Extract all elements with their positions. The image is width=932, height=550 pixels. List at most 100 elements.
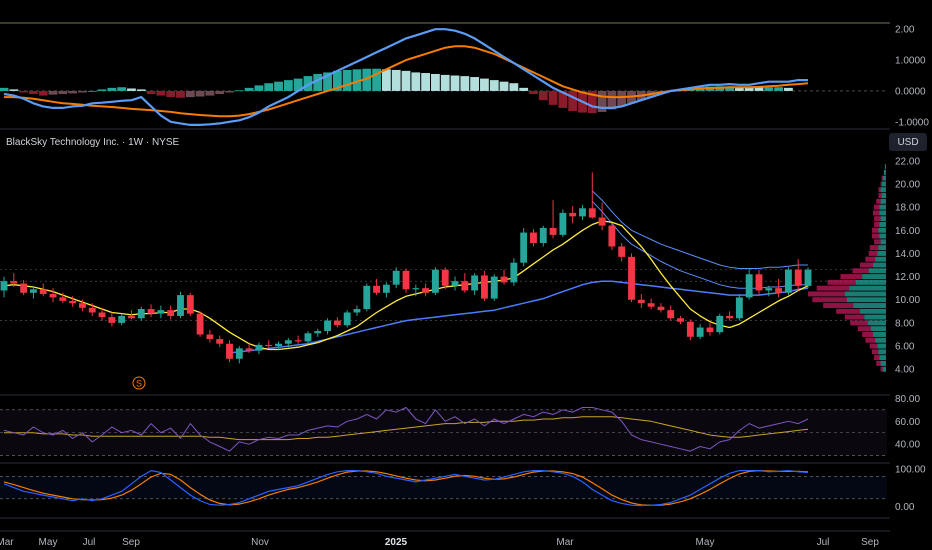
volume-profile-up (847, 297, 886, 303)
candle-body (510, 262, 518, 283)
macd-histogram-bar (303, 76, 313, 91)
candle-body (471, 275, 479, 291)
candle-body (794, 269, 802, 286)
volume-profile-up (879, 210, 886, 216)
candle-body (186, 295, 194, 314)
volume-profile (808, 164, 886, 372)
candle-body (137, 309, 145, 319)
macd-histogram-bar (725, 86, 734, 91)
macd-histogram-bar (38, 90, 48, 96)
macd-histogram-bar (117, 87, 127, 91)
macd-histogram-bar (215, 90, 225, 95)
currency-button[interactable]: USD (889, 133, 927, 151)
price-axis-label: 14.00 (895, 249, 920, 260)
macd-axis-label: 1.0000 (895, 56, 926, 67)
price-axis-label: 4.00 (895, 365, 915, 376)
candle-body (530, 232, 537, 243)
candle-body (657, 306, 665, 311)
macd-histogram-bar (146, 90, 156, 95)
macd-histogram-bar (323, 72, 332, 91)
volume-profile-down (876, 360, 881, 366)
volume-profile-down (874, 355, 880, 361)
candle-body (284, 340, 292, 344)
macd-histogram-bar (205, 90, 215, 96)
candle-body (20, 283, 28, 293)
candle-body (333, 320, 341, 326)
macd-histogram-bar (411, 72, 421, 91)
candle-body (539, 227, 547, 243)
candle-body (716, 315, 724, 333)
candle-body (265, 344, 273, 347)
candle-body (363, 285, 371, 309)
macd-histogram-bar (607, 90, 617, 110)
macd-histogram-bar (734, 86, 744, 91)
volume-profile-up (881, 193, 886, 199)
candle-body (314, 331, 322, 334)
candle-body (108, 317, 116, 323)
macd-histogram-bar (381, 69, 391, 91)
candle-body (226, 343, 233, 359)
volume-profile-down (869, 343, 878, 349)
volume-profile-up (880, 216, 886, 222)
candle-body (304, 333, 312, 342)
rsi-axis-label: 40.00 (895, 440, 920, 451)
macd-histogram-bar (362, 68, 372, 91)
candle-body (255, 344, 263, 351)
candle-body (441, 269, 449, 286)
candle-body (706, 327, 714, 333)
stoch-axis-label: 0.00 (895, 502, 915, 513)
candle-body (500, 276, 508, 283)
candle-body (549, 227, 557, 235)
time-axis-label: May (39, 537, 58, 548)
macd-histogram-bar (391, 69, 401, 91)
candle-body (49, 293, 57, 298)
candle-body (569, 212, 577, 217)
time-axis-label: 2025 (385, 537, 408, 548)
split-marker-label[interactable]: S (136, 379, 142, 389)
macd-histogram-bar (754, 87, 764, 91)
volume-profile-up (875, 256, 886, 262)
candle-body (608, 225, 616, 247)
macd-histogram-bar (568, 90, 578, 112)
candle-body (177, 295, 184, 316)
macd-histogram-bar (97, 89, 107, 91)
candle-body (765, 288, 773, 291)
macd-histogram-bar (774, 87, 783, 91)
volume-profile-down (865, 256, 876, 262)
volume-profile-up (881, 181, 886, 187)
stoch-d-line (3, 470, 809, 506)
volume-profile-down (857, 326, 871, 332)
chart-title: BlackSky Technology Inc. · 1W · NYSE (6, 137, 180, 148)
volume-profile-down (862, 331, 873, 337)
time-axis-label: Nov (251, 537, 269, 548)
candle-body (39, 289, 47, 294)
volume-profile-down (860, 262, 873, 268)
candle-body (520, 232, 528, 263)
volume-profile-up (860, 308, 886, 314)
macd-histogram-bar (489, 80, 499, 91)
volume-profile-up (849, 285, 886, 291)
macd-histogram-bar (234, 90, 244, 92)
candle-body (245, 348, 253, 351)
macd-histogram-bar (68, 90, 78, 94)
time-axis-label: Jul (817, 537, 830, 548)
candle-body (618, 246, 626, 257)
split-marker[interactable]: S (132, 376, 146, 390)
candle-body (167, 310, 175, 316)
volume-profile-down (880, 366, 883, 372)
candle-body (88, 307, 96, 313)
volume-profile-up (873, 262, 886, 268)
candle-body (745, 274, 753, 298)
macd-histogram-bar (29, 90, 38, 95)
macd-histogram-bar (87, 90, 97, 92)
volume-profile-down (844, 314, 865, 320)
price-axis-label: 22.00 (895, 156, 920, 167)
candle-body (431, 269, 439, 293)
volume-profile-down (823, 303, 854, 309)
macd-histogram-bar (529, 90, 538, 95)
split-marker-circle[interactable] (132, 376, 146, 390)
volume-profile-up (853, 303, 886, 309)
volume-profile-down (874, 204, 880, 210)
candle-body (735, 297, 743, 319)
macd-histogram-bar (313, 73, 323, 91)
